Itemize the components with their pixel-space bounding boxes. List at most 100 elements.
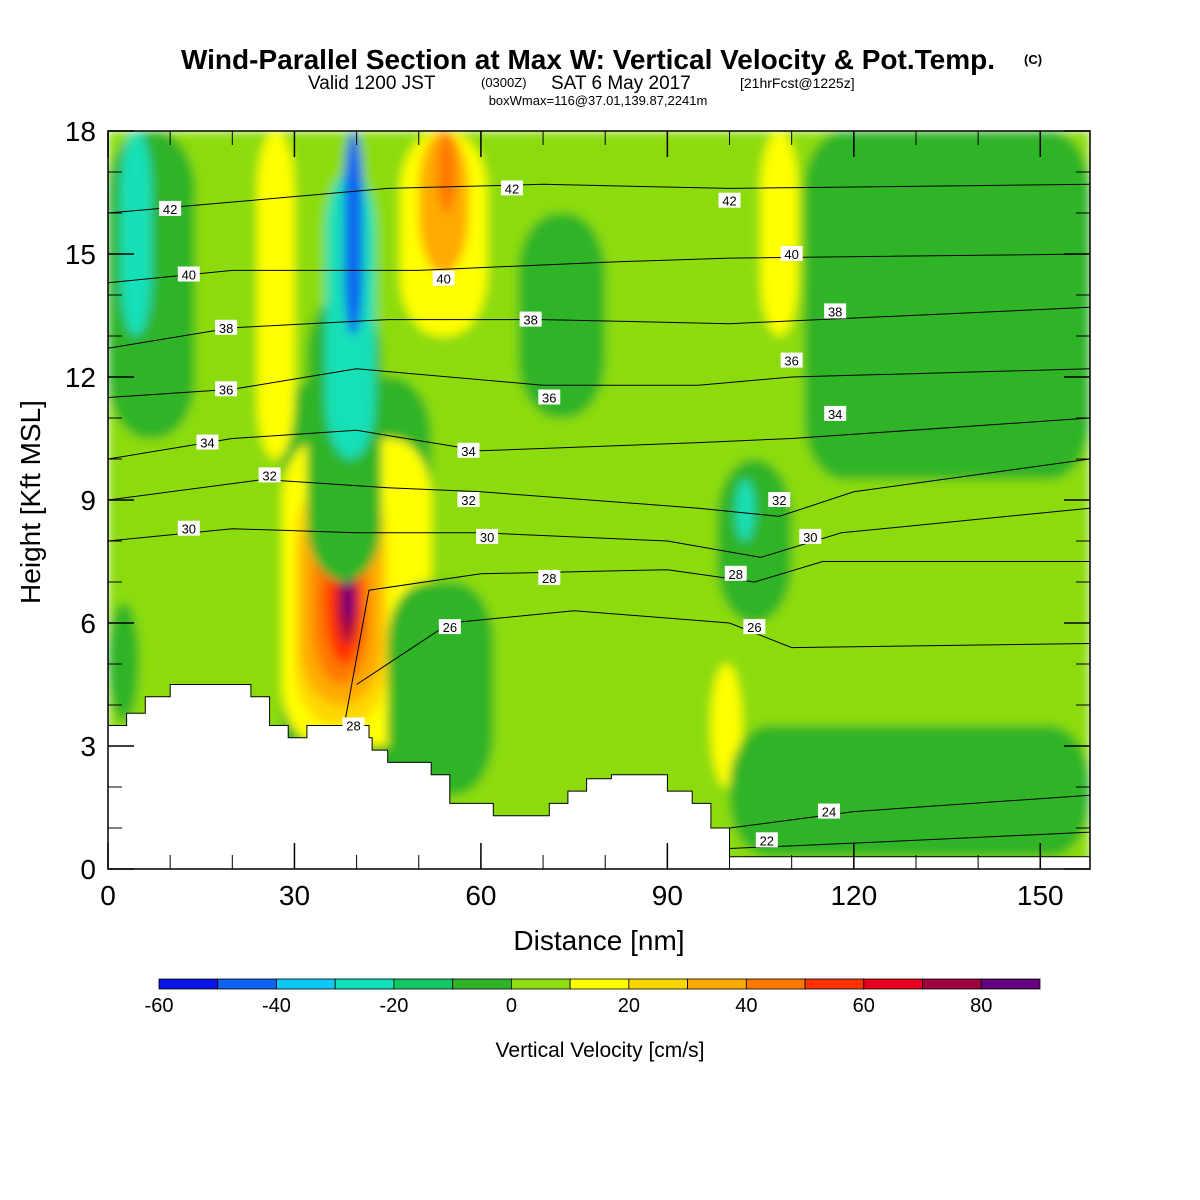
x-tick-label: 30 [279, 880, 310, 911]
isentrope-label: 34 [824, 405, 847, 422]
isentrope-label-text: 36 [784, 354, 798, 369]
isentrope-label: 32 [258, 467, 281, 483]
y-tick-label: 15 [65, 239, 96, 270]
isentrope-label-text: 30 [480, 530, 494, 545]
isentrope-label: 32 [768, 492, 791, 508]
y-tick-label: 6 [80, 608, 96, 639]
y-tick-label: 3 [80, 731, 96, 762]
isentrope-label-text: 30 [182, 522, 196, 537]
isentrope-label: 28 [342, 717, 365, 734]
isentrope-label: 32 [457, 492, 480, 508]
isentrope-label-text: 40 [436, 272, 450, 287]
colorbar-swatch [922, 978, 982, 990]
isentrope-label-text: 40 [784, 247, 798, 262]
isentrope-label: 34 [196, 434, 219, 451]
isentrope-label: 28 [538, 569, 561, 586]
isentrope-line [729, 794, 1090, 829]
y-axis-label: Height [Kft MSL] [15, 400, 46, 604]
x-tick-label: 90 [652, 880, 683, 911]
isentrope-label: 28 [724, 565, 747, 582]
box-wmax-info: boxWmax=116@37.01,139.87,2241m [489, 93, 708, 108]
velocity-region [437, 131, 457, 213]
isentrope-label: 30 [177, 520, 200, 537]
colorbar-swatch [276, 978, 336, 990]
isentrope-label: 22 [755, 832, 778, 848]
y-tick-label: 12 [65, 362, 96, 393]
colorbar-swatch [217, 978, 277, 990]
colorbar-swatch [804, 978, 865, 990]
colorbar-tick-label: 40 [735, 995, 757, 1017]
colorbar-tick-label: 60 [853, 995, 875, 1017]
isentrope-line [343, 561, 1090, 726]
colorbar-swatch [334, 978, 395, 990]
isentrope-label: 36 [538, 389, 561, 406]
isentrope-line [108, 306, 1090, 349]
isentrope-label-text: 28 [346, 719, 360, 734]
isentrope-label: 40 [432, 270, 455, 287]
isentrope-label-text: 24 [822, 805, 836, 820]
isentrope-label-text: 28 [542, 571, 556, 586]
chart-title: Wind-Parallel Section at Max W: Vertical… [181, 44, 995, 75]
isentrope-line [108, 183, 1090, 214]
colorbar-tick-label: 80 [970, 995, 992, 1017]
isentrope-label-text: 42 [163, 202, 177, 217]
isentrope-label-text: 30 [803, 530, 817, 545]
isentrope-label-text: 38 [523, 313, 537, 328]
isentrope-label: 40 [177, 266, 200, 283]
velocity-region [760, 131, 798, 336]
isentrope-label: 26 [438, 619, 461, 635]
isentrope-label-text: 36 [219, 382, 233, 397]
isentrope-label-text: 34 [461, 444, 475, 459]
isentrope-label: 26 [743, 619, 766, 635]
colorbar-swatch [980, 978, 1041, 990]
colorbar-tick-label: 20 [618, 995, 640, 1017]
x-tick-label: 60 [465, 880, 496, 911]
isentrope-label: 42 [718, 192, 741, 209]
colorbar-swatch [510, 978, 571, 990]
isentrope-line [108, 458, 1090, 517]
isentrope-label-text: 42 [722, 194, 736, 209]
colorbar-swatch [745, 978, 806, 990]
y-tick-label: 9 [80, 485, 96, 516]
isentrope-label: 42 [500, 180, 523, 196]
x-tick-label: 150 [1017, 880, 1064, 911]
velocity-region [717, 459, 792, 623]
x-axis-label: Distance [nm] [513, 925, 684, 956]
velocity-region [120, 131, 152, 336]
colorbar: -60 -40 -20 0 20 40 60 80 [145, 978, 1041, 1017]
isentrope-line [356, 610, 1090, 685]
x-tick-label: 120 [830, 880, 877, 911]
colorbar-swatch [863, 978, 923, 990]
valid-time-utc: (0300Z) [481, 75, 527, 90]
velocity-region [518, 213, 606, 418]
isentrope-label-text: 34 [828, 407, 842, 422]
colorbar-swatch [569, 978, 630, 990]
isentrope-label-text: 26 [747, 620, 761, 635]
valid-date: SAT 6 May 2017 [551, 73, 691, 94]
isentrope-label: 30 [476, 528, 499, 545]
forecast-info: [21hrFcst@1225z] [740, 75, 855, 91]
isentrope-label-text: 42 [505, 181, 519, 196]
valid-time-local: Valid 1200 JST [308, 73, 436, 94]
isentrope-label: 36 [780, 352, 803, 369]
isentrope-label-text: 34 [200, 436, 214, 451]
copyright-mark: (C) [1024, 52, 1042, 67]
isentrope-label-text: 36 [542, 391, 556, 406]
isentrope-label: 30 [799, 528, 822, 545]
plot-area: 42 42 42 40 40 40 38 38 38 36 36 36 34 34 34 32 32 32 30 30… [108, 131, 1090, 869]
velocity-region [344, 131, 363, 336]
isentrope-label-text: 22 [760, 833, 774, 848]
y-tick-label: 18 [65, 116, 96, 147]
colorbar-label: Vertical Velocity [cm/s] [496, 1039, 705, 1062]
x-tick-label: 0 [100, 880, 116, 911]
isentrope-label-text: 32 [262, 468, 276, 483]
colorbar-swatch [393, 978, 454, 990]
velocity-region [108, 602, 140, 722]
isentrope-label: 38 [215, 319, 238, 336]
isentrope-label: 24 [817, 803, 840, 820]
isentrope-line [108, 417, 1090, 460]
velocity-region [735, 479, 755, 541]
isentrope-label: 40 [780, 246, 803, 262]
isentrope-label-text: 40 [182, 268, 196, 283]
